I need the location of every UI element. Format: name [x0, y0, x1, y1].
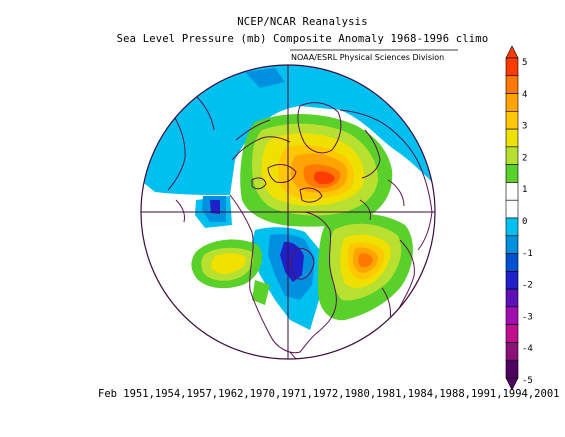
colorbar-segment: [505, 235, 519, 254]
colorbar-segment: [505, 128, 519, 148]
colorbar-tick-label: 5: [522, 58, 527, 68]
colorbar-segments: [505, 45, 519, 391]
colorbar-tick-label: 0: [522, 217, 527, 227]
colorbar-tick-label: -5: [522, 376, 533, 386]
grid-lines: [141, 65, 435, 359]
colorbar-segment: [505, 342, 519, 361]
colorbar-tick-label: 3: [522, 122, 527, 132]
colorbar-labels: 5 4 3 2 1 0 -1 -2 -3 -4 -5: [522, 58, 533, 386]
colorbar-tick-label: -3: [522, 312, 533, 322]
colorbar-segment: [505, 288, 519, 308]
colorbar-top-arrow: [505, 45, 519, 59]
anomaly-field: [141, 65, 435, 359]
colorbar-segment: [505, 271, 519, 290]
colorbar-segment: [505, 217, 519, 237]
colorbar-segment: [505, 75, 519, 94]
positive-anomaly-red: [313, 171, 335, 185]
colorbar-segment: [505, 93, 519, 112]
map-title-line2: Sea Level Pressure (mb) Composite Anomal…: [116, 33, 489, 45]
negative-anomaly-dark: [210, 200, 304, 282]
map-title-line1: NCEP/NCAR Reanalysis: [237, 16, 368, 28]
colorbar-segment: [505, 253, 519, 272]
colorbar-segment: [505, 359, 519, 379]
colorbar-segment: [505, 306, 519, 325]
colorbar-segment: [505, 324, 519, 343]
colorbar-tick-label: 2: [522, 153, 527, 163]
colorbar-segment: [505, 57, 519, 77]
colorbar-tick-label: -2: [522, 281, 533, 291]
colorbar-segment: [505, 164, 519, 183]
colorbar-segment: [505, 199, 519, 219]
colorbar-tick-label: 4: [522, 90, 527, 100]
colorbar-segment: [505, 111, 519, 130]
composite-years-label: Feb 1951,1954,1957,1962,1970,1971,1972,1…: [98, 388, 560, 400]
coastlines: [167, 95, 433, 359]
colorbar-segment: [505, 182, 519, 201]
colorbar-tick-label: -1: [522, 249, 533, 259]
colorbar-tick-label: 1: [522, 185, 527, 195]
map-boundary: [140, 64, 436, 360]
colorbar-bottom-arrow: [505, 377, 519, 391]
colorbar-tick-label: -4: [522, 344, 533, 354]
colorbar-segment: [505, 146, 519, 165]
credit-text: NOAA/ESRL Physical Sciences Division: [291, 53, 445, 62]
credit-box: [290, 50, 458, 64]
